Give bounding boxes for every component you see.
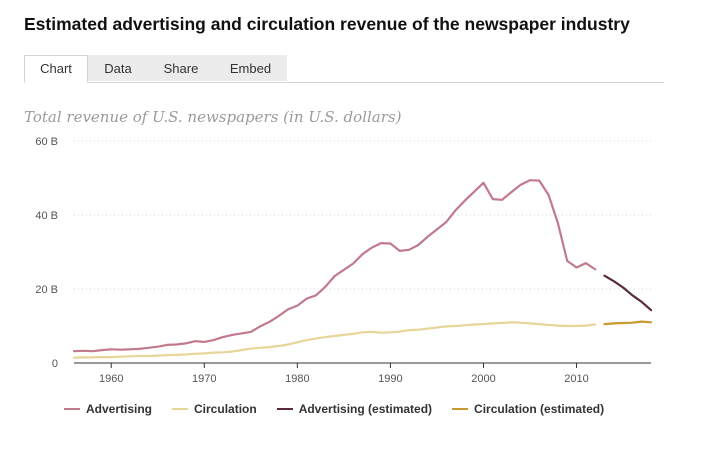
- legend-swatch-advertising: [64, 408, 80, 410]
- y-tick-label-20: 20 B: [35, 284, 58, 296]
- legend-item-advertising-estimated[interactable]: Advertising (estimated): [276, 402, 433, 416]
- page-title: Estimated advertising and circulation re…: [24, 14, 630, 34]
- x-tick-label-1970: 1970: [192, 373, 216, 385]
- x-tick-label-2000: 2000: [471, 373, 495, 385]
- series-line-circulation: [72, 321, 597, 359]
- y-tick-label-40: 40 B: [35, 210, 58, 222]
- tab-bar: Chart Data Share Embed: [24, 55, 664, 83]
- x-tick-label-1990: 1990: [378, 373, 402, 385]
- x-tick-label-2010: 2010: [564, 373, 588, 385]
- tab-data[interactable]: Data: [88, 55, 148, 81]
- legend-swatch-advertising-estimated: [276, 408, 293, 410]
- legend-label-circulation-estimated: Circulation (estimated): [474, 402, 605, 416]
- series-line-circulation-estimated: [603, 320, 653, 326]
- tab-embed[interactable]: Embed: [214, 55, 287, 81]
- x-tick-label-1960: 1960: [99, 373, 123, 385]
- legend-label-advertising-estimated: Advertising (estimated): [298, 402, 433, 416]
- legend-item-circulation-estimated[interactable]: Circulation (estimated): [452, 402, 604, 416]
- chart-subtitle: Total revenue of U.S. newspapers (in U.S…: [24, 108, 402, 126]
- series-line-advertising-estimated: [603, 274, 653, 312]
- legend-item-circulation[interactable]: Circulation: [172, 402, 257, 416]
- tab-share[interactable]: Share: [148, 55, 214, 81]
- legend-label-circulation: Circulation: [194, 402, 257, 416]
- legend-swatch-circulation: [172, 408, 189, 410]
- legend-swatch-circulation-estimated: [452, 408, 469, 410]
- chart-legend: Advertising Circulation Advertising (est…: [64, 402, 624, 416]
- series-line-advertising: [72, 179, 597, 353]
- legend-item-advertising[interactable]: Advertising: [64, 402, 152, 416]
- x-tick-label-1980: 1980: [285, 373, 309, 385]
- y-tick-label-0: 0: [52, 358, 58, 370]
- legend-label-advertising: Advertising: [86, 402, 153, 416]
- y-tick-label-60: 60 B: [35, 136, 58, 148]
- tab-chart[interactable]: Chart: [24, 55, 88, 83]
